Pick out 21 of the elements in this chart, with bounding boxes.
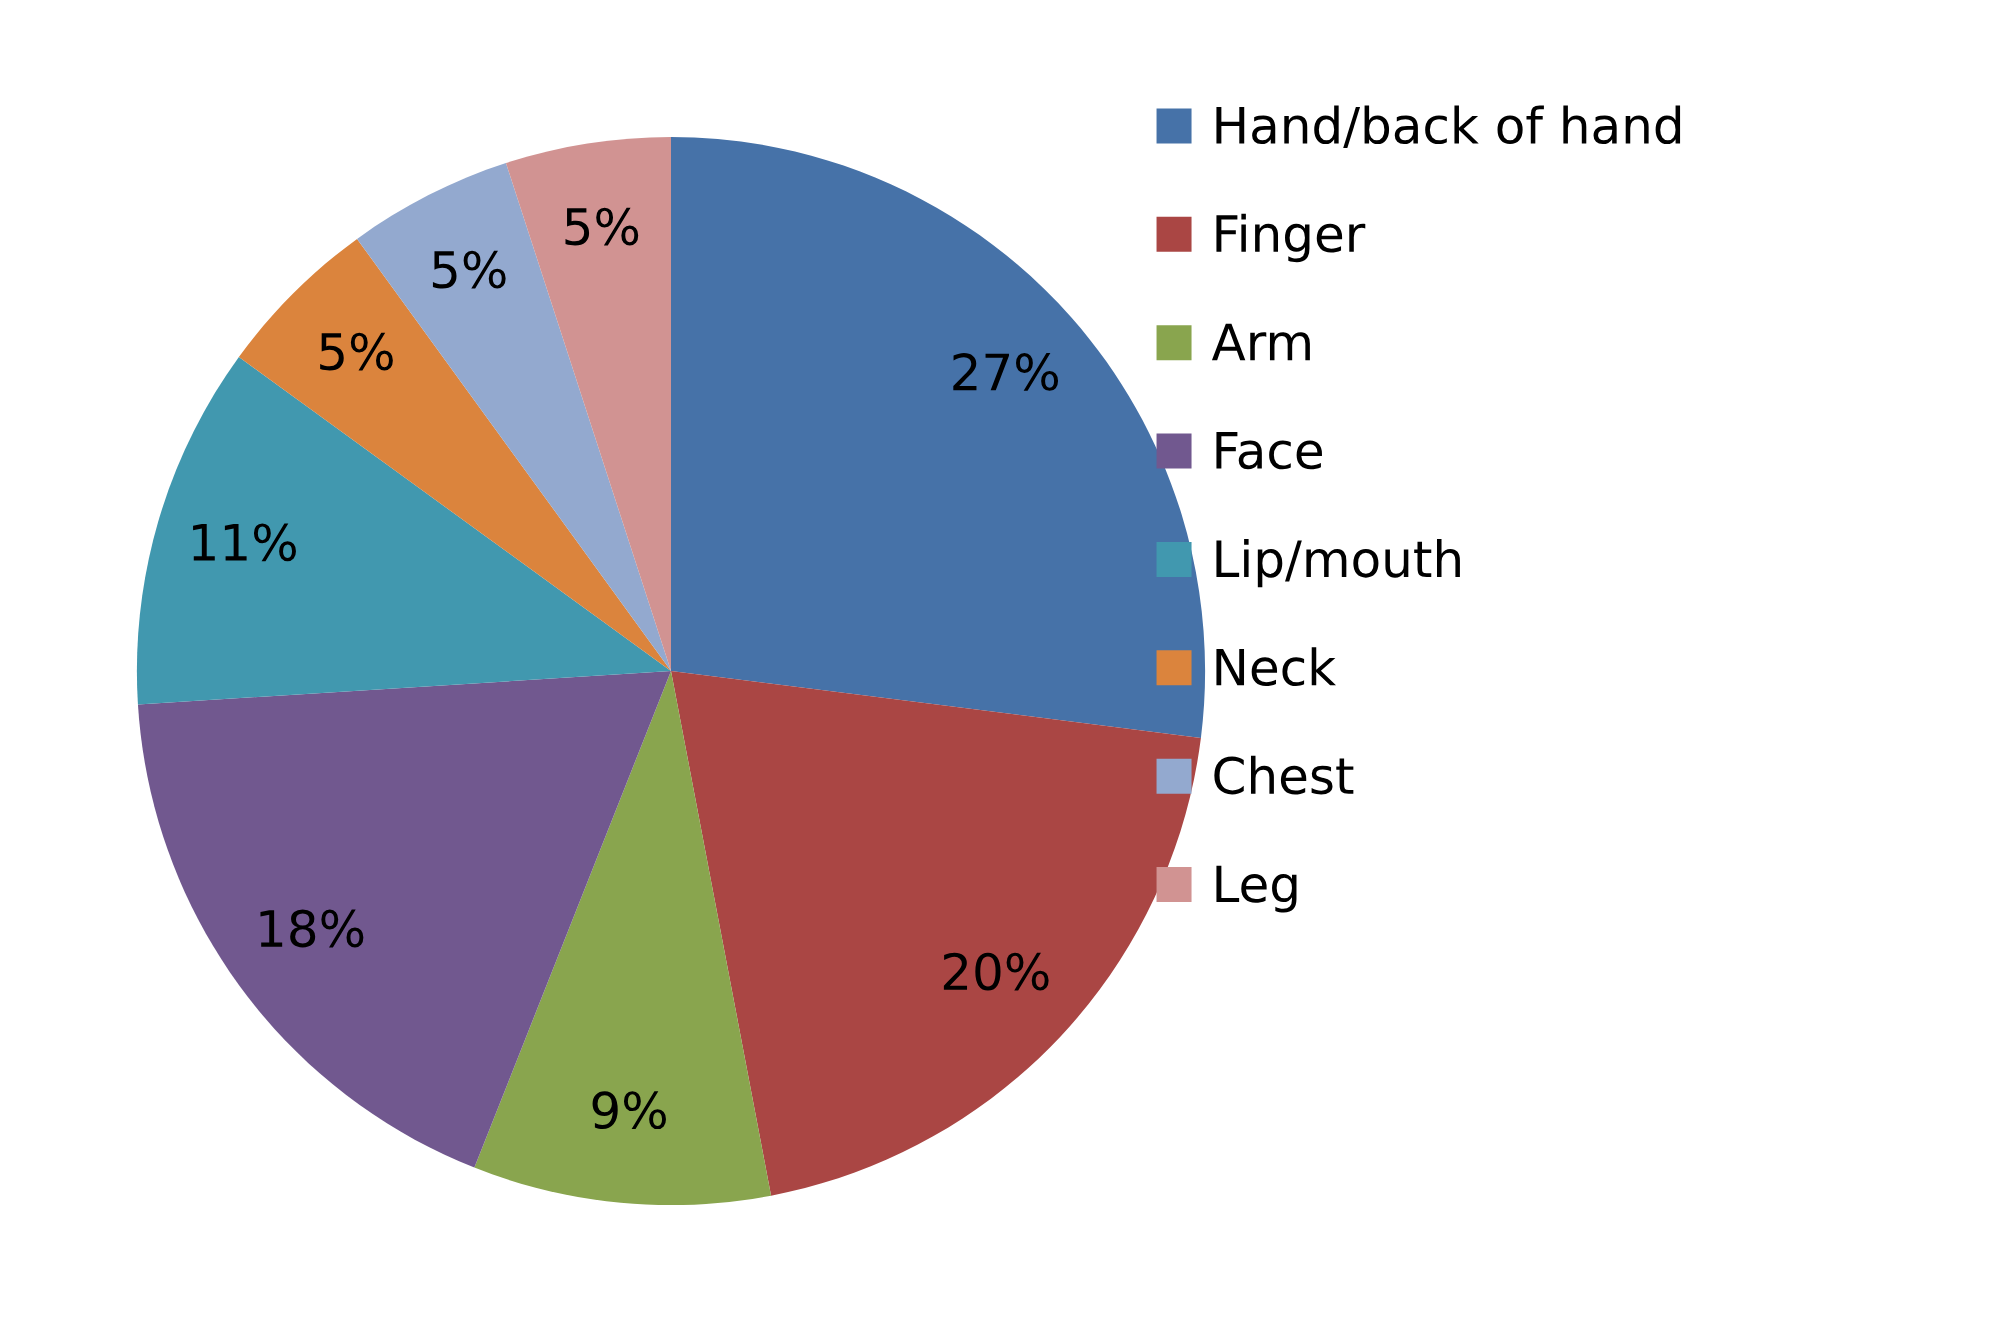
- legend-label: Leg: [1216, 865, 1297, 913]
- pie-slice: [671, 671, 1201, 1196]
- data-label: 5%: [432, 250, 506, 289]
- pie-slice: [505, 136, 671, 671]
- data-label: 5%: [565, 207, 639, 246]
- pie-slice: [671, 136, 1206, 738]
- pie-slice: [137, 671, 671, 1168]
- legend-label: Chest: [1214, 755, 1354, 795]
- legend-label: Hand/back of hand: [1216, 105, 1681, 149]
- data-label: 20%: [943, 952, 1049, 991]
- data-label: 11%: [193, 523, 296, 562]
- legend-label: Face: [1216, 432, 1322, 470]
- legend-label: Neck: [1216, 647, 1336, 687]
- data-label: 9%: [592, 1091, 666, 1130]
- legend-label: Arm: [1211, 323, 1310, 361]
- pie-slice: [474, 671, 772, 1206]
- data-label: 18%: [260, 909, 364, 948]
- data-label: 5%: [320, 332, 393, 371]
- legend-label: Finger: [1216, 213, 1366, 263]
- data-label: 27%: [953, 353, 1059, 391]
- legend-label: Lip/mouth: [1216, 538, 1460, 588]
